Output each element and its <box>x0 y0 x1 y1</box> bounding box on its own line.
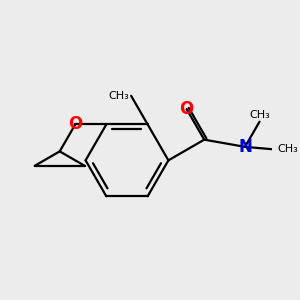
Text: N: N <box>238 138 252 156</box>
Text: CH₃: CH₃ <box>277 144 298 154</box>
Text: O: O <box>68 116 83 134</box>
Text: CH₃: CH₃ <box>108 91 129 101</box>
Text: CH₃: CH₃ <box>249 110 270 120</box>
Text: O: O <box>179 100 194 118</box>
